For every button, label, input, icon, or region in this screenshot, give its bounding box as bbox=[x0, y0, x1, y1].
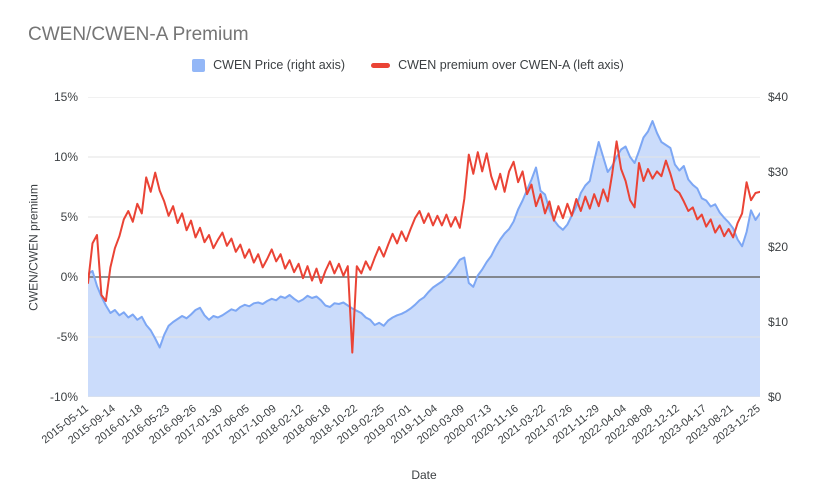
left-tick-label: 15% bbox=[53, 90, 78, 104]
left-tick-label: 10% bbox=[53, 150, 78, 164]
right-tick-label: $20 bbox=[768, 240, 789, 254]
cwen-price-line bbox=[87, 120, 761, 349]
area-series-swatch-icon bbox=[192, 58, 206, 72]
left-tick-label: 0% bbox=[60, 270, 78, 284]
right-tick-label: $40 bbox=[768, 90, 789, 104]
legend-label: CWEN premium over CWEN-A (left axis) bbox=[398, 58, 624, 72]
legend-label: CWEN Price (right axis) bbox=[213, 58, 346, 72]
cwen-premium-line bbox=[87, 140, 761, 354]
legend-item-cwen-premium[interactable]: CWEN premium over CWEN-A (left axis) bbox=[371, 58, 624, 72]
cwen-price-area bbox=[88, 121, 760, 397]
left-axis-title: CWEN/CWEN premium bbox=[26, 184, 41, 311]
plot-area bbox=[87, 96, 761, 398]
right-tick-label: $30 bbox=[768, 165, 789, 179]
legend-item-cwen-price[interactable]: CWEN Price (right axis) bbox=[192, 58, 345, 72]
left-tick-label: 5% bbox=[60, 210, 78, 224]
x-axis-title: Date bbox=[411, 468, 437, 482]
chart-svg bbox=[87, 96, 761, 398]
right-tick-label: $10 bbox=[768, 315, 789, 329]
legend: CWEN Price (right axis) CWEN premium over… bbox=[0, 58, 816, 72]
left-tick-label: -10% bbox=[49, 390, 78, 404]
line-series-swatch-icon bbox=[371, 62, 391, 68]
right-tick-label: $0 bbox=[768, 390, 782, 404]
left-tick-label: -5% bbox=[56, 330, 78, 344]
chart-page: { "title": "CWEN/CWEN-A Premium", "legen… bbox=[0, 24, 816, 482]
chart-title: CWEN/CWEN-A Premium bbox=[28, 24, 249, 45]
